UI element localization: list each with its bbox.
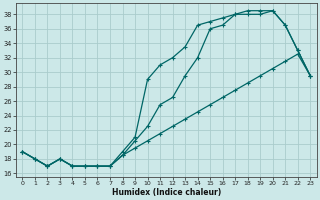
X-axis label: Humidex (Indice chaleur): Humidex (Indice chaleur): [112, 188, 221, 197]
